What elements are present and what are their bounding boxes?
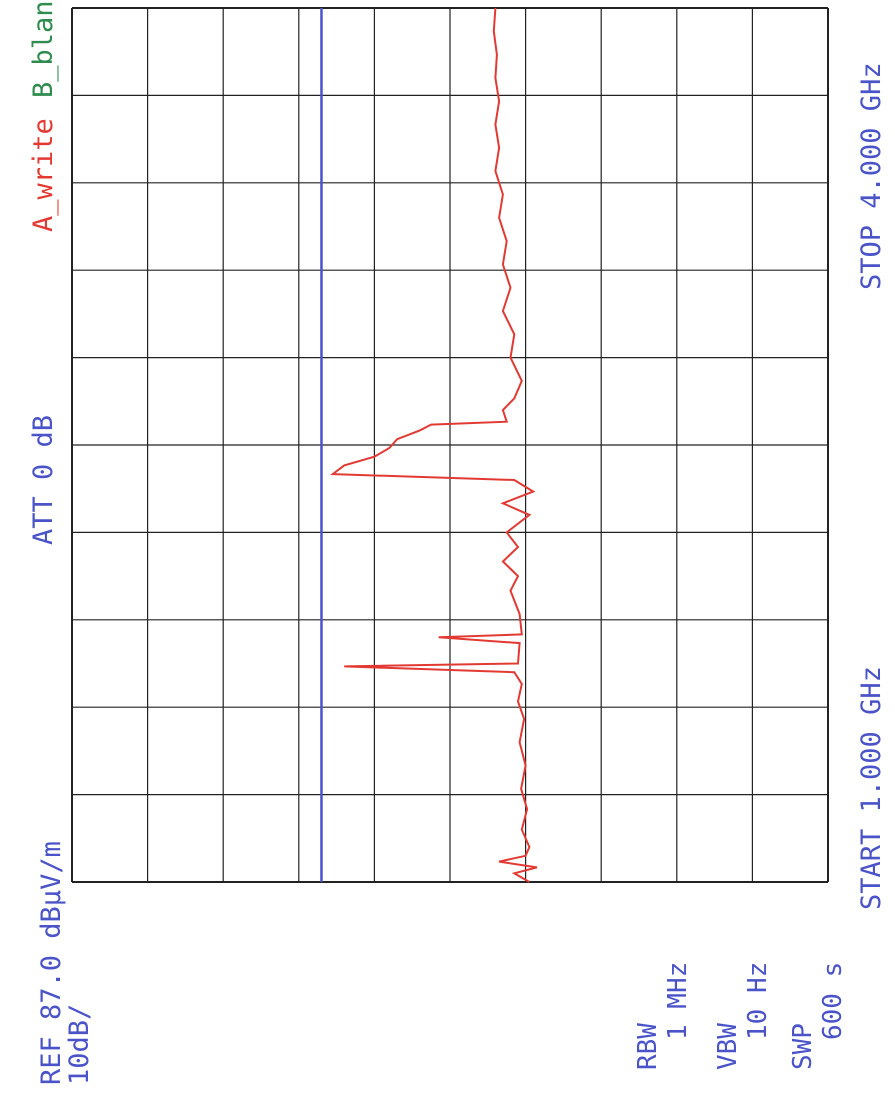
scale-label: 10dB/ [64,1003,95,1085]
trace-a-label: A_write [28,118,59,232]
trace-b-label: B_blank [28,0,59,98]
vbw-label: VBW [713,1023,743,1070]
plot-grid [71,7,829,883]
vbw-value: 10 Hz [743,961,773,1040]
stop-frequency-label: STOP 4.000 GHz [856,62,887,290]
start-frequency-label: START 1.000 GHz [856,666,887,910]
swp-value: 600 s [818,961,848,1040]
trace-a-line [329,7,538,883]
rbw-value: 1 MHz [663,961,693,1040]
attenuation-label: ATT 0 dB [28,414,59,545]
swp-label: SWP [788,1023,818,1070]
ref-level-label: REF 87.0 dBμV/m [36,841,67,1085]
rbw-label: RBW [633,1023,663,1070]
